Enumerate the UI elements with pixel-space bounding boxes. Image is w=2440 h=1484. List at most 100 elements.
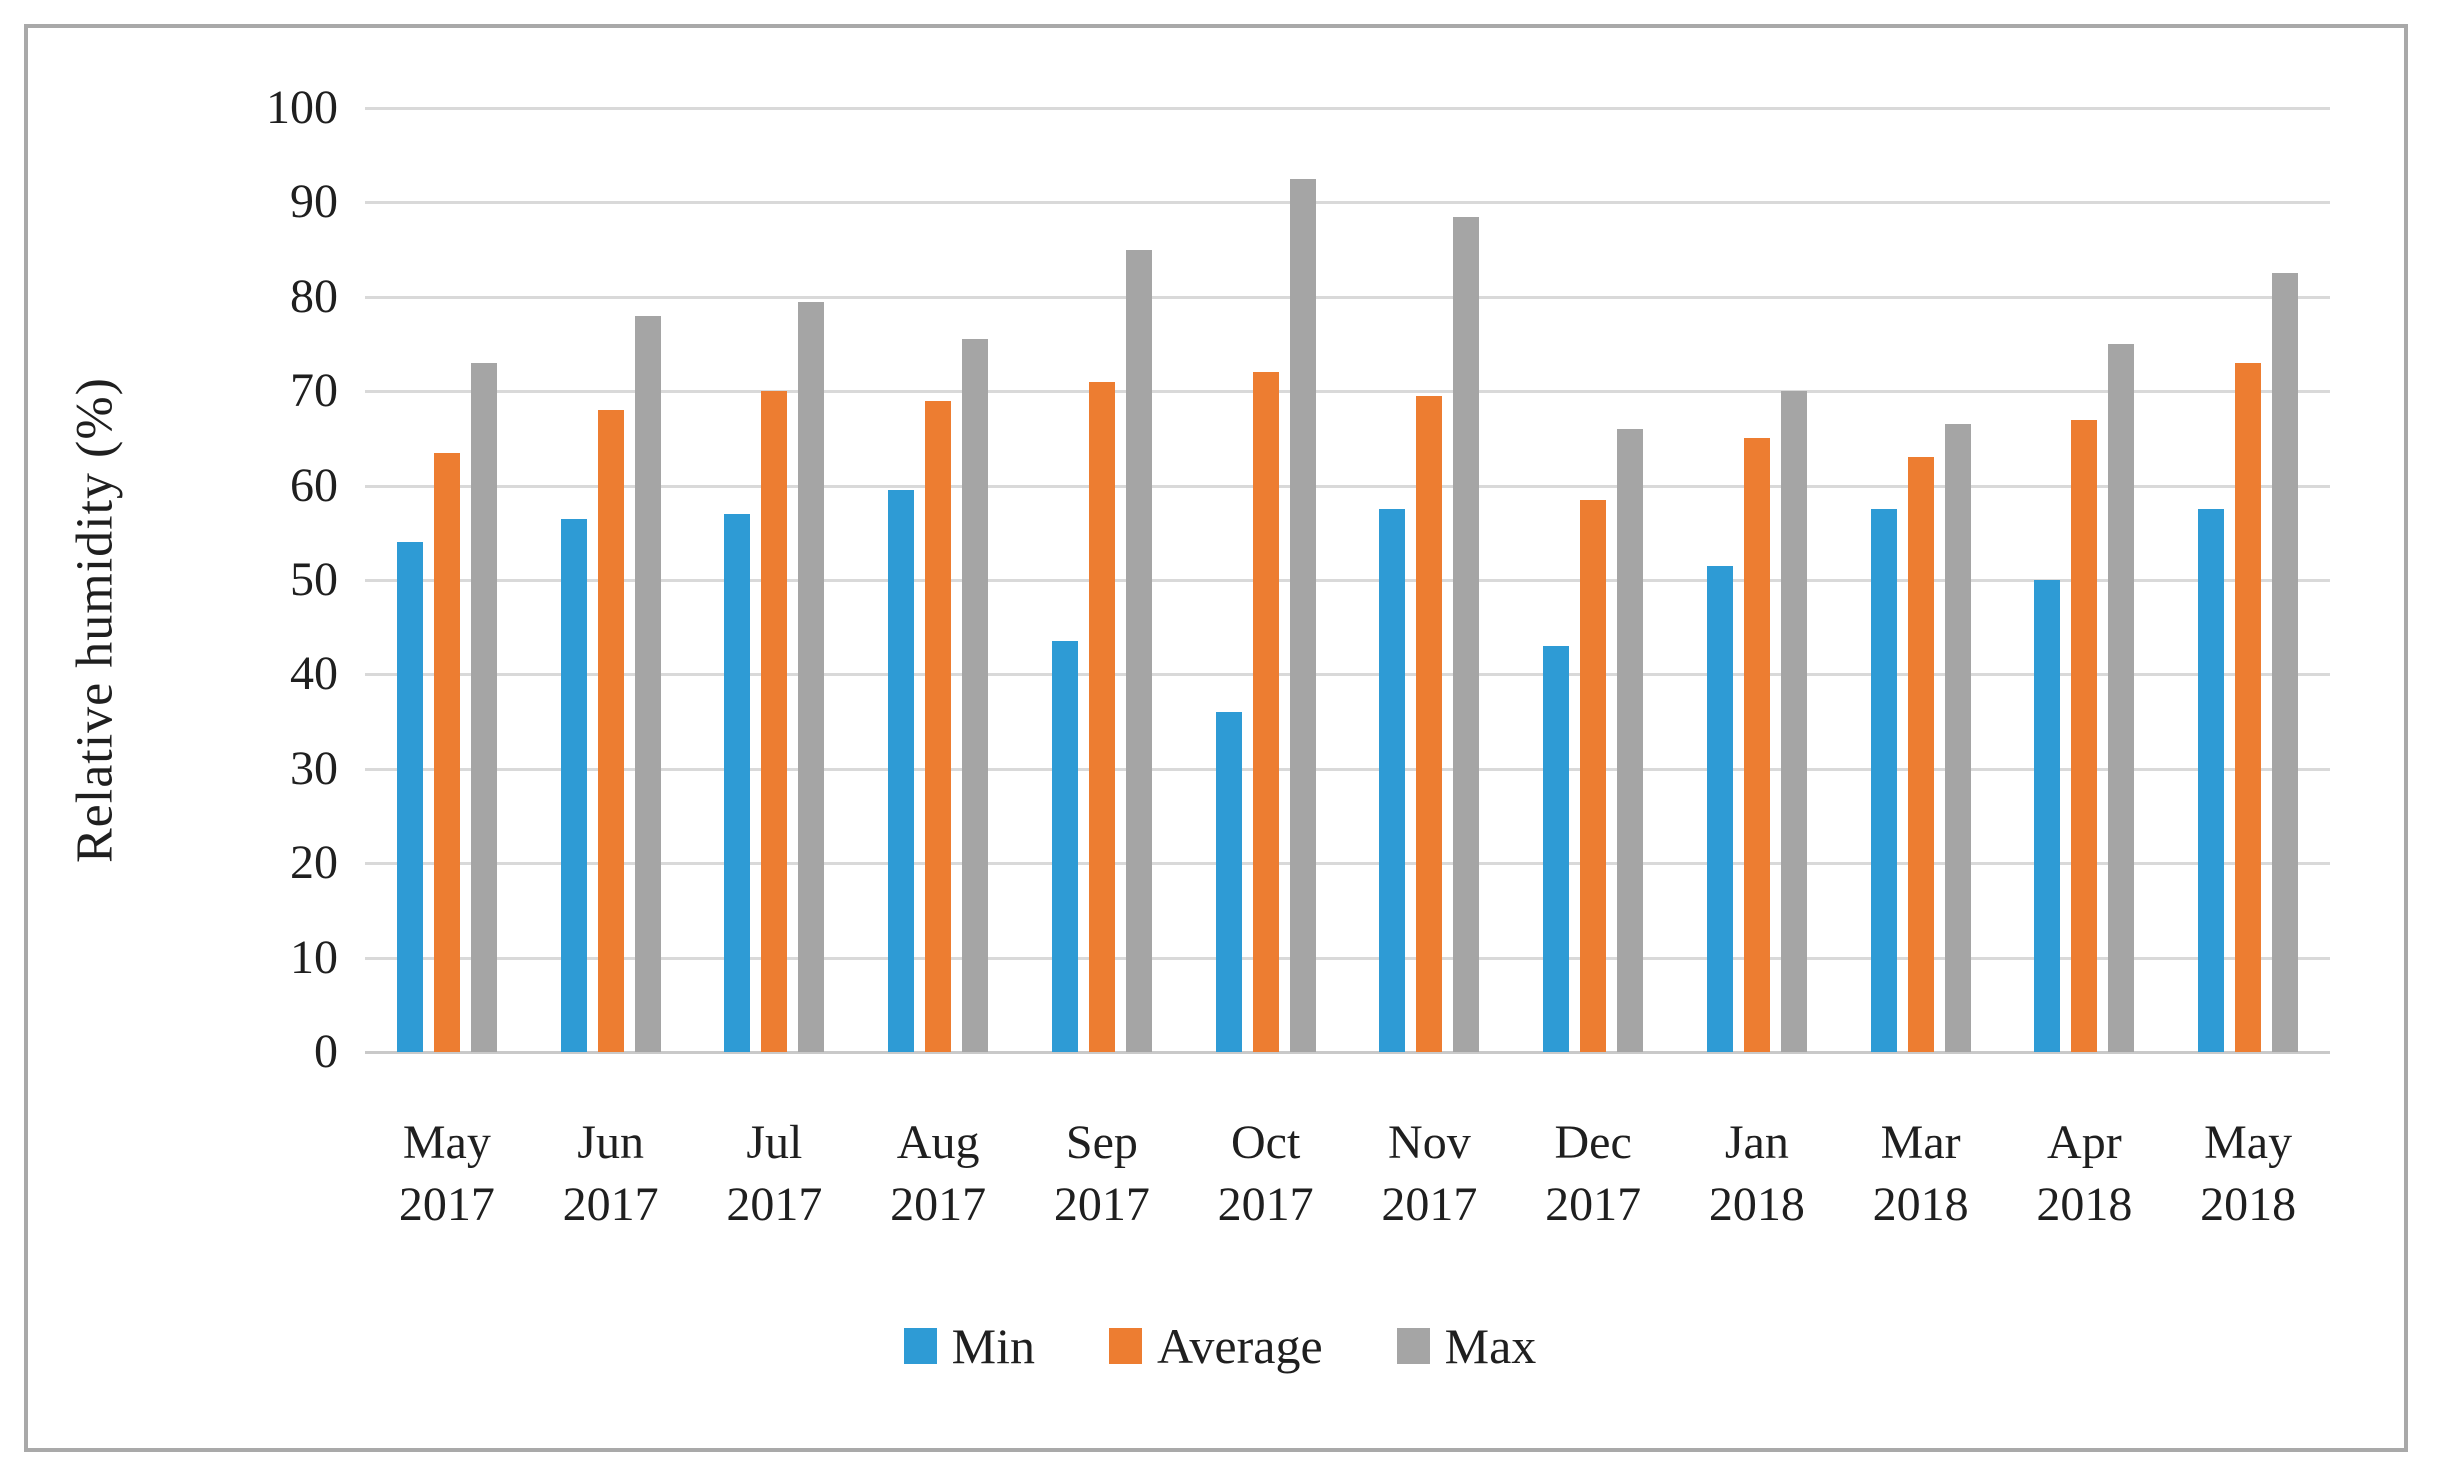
y-tick-label-90: 90 — [290, 175, 338, 229]
x-category-label-jul-2017: Jul 2017 — [693, 1112, 857, 1236]
x-category-label-oct-2017: Oct 2017 — [1184, 1112, 1348, 1236]
bar-average-sep-2017 — [1088, 381, 1115, 1052]
y-tick-label-80: 80 — [290, 269, 338, 323]
x-category-label-apr-2018: Apr 2018 — [2003, 1112, 2167, 1236]
y-tick-label-20: 20 — [290, 836, 338, 890]
x-category-label-jan-2018: Jan 2018 — [1675, 1112, 1839, 1236]
bar-min-may-2018 — [2198, 509, 2225, 1052]
x-category-month: Nov — [1388, 1116, 1471, 1169]
x-category-month: Mar — [1880, 1116, 1961, 1169]
bar-average-may-2018 — [2235, 362, 2262, 1052]
x-category-month: May — [402, 1116, 491, 1169]
gridline-50 — [365, 579, 2330, 582]
bar-average-apr-2018 — [2071, 419, 2098, 1052]
bar-group-apr-2018 — [2003, 108, 2167, 1052]
x-category-label-mar-2018: Mar 2018 — [1839, 1112, 2003, 1236]
gridline-20 — [365, 862, 2330, 866]
bar-average-may-2017 — [433, 452, 460, 1052]
x-category-label-may-2018: May 2018 — [2166, 1112, 2330, 1236]
bar-average-nov-2017 — [1416, 395, 1443, 1052]
bar-min-oct-2017 — [1215, 712, 1242, 1052]
x-category-label-nov-2017: Nov 2017 — [1348, 1112, 1512, 1236]
x-category-year: 2018 — [2200, 1178, 2297, 1231]
y-tick-label-50: 50 — [290, 553, 338, 606]
bar-min-dec-2017 — [1543, 646, 1570, 1052]
bar-min-may-2017 — [396, 542, 423, 1052]
bar-max-aug-2017 — [962, 339, 989, 1052]
bar-min-apr-2018 — [2034, 580, 2061, 1052]
x-category-month: Jun — [577, 1116, 644, 1169]
x-axis-labels: May 2017 Jun 2017 Jul 2017 Aug 2017 Sep 2017 Oct 20… — [365, 1112, 2330, 1252]
bar-group-sep-2017 — [1020, 108, 1184, 1052]
bar-min-jun-2017 — [560, 518, 587, 1052]
bar-max-nov-2017 — [1453, 216, 1480, 1052]
plot-area — [365, 107, 2330, 1054]
bar-max-oct-2017 — [1289, 178, 1316, 1052]
x-category-month: Sep — [1065, 1116, 1138, 1169]
gridline-60 — [365, 484, 2330, 488]
bar-max-jul-2017 — [798, 301, 825, 1052]
x-category-year: 2017 — [1381, 1178, 1478, 1231]
bar-max-may-2018 — [2272, 273, 2299, 1052]
x-category-month: Apr — [2047, 1116, 2122, 1169]
bar-max-apr-2018 — [2108, 344, 2135, 1052]
y-tick-label-60: 60 — [290, 458, 338, 512]
x-category-year: 2017 — [1217, 1178, 1314, 1231]
y-tick-label-10: 10 — [290, 930, 338, 984]
bar-max-mar-2018 — [1944, 424, 1971, 1052]
x-category-year: 2017 — [890, 1178, 987, 1231]
legend-label-max: Max — [1444, 1318, 1537, 1374]
bar-group-jul-2017 — [693, 108, 857, 1052]
x-category-year: 2017 — [562, 1178, 659, 1231]
legend: Min Average Max — [0, 1320, 2440, 1372]
bar-group-aug-2017 — [856, 108, 1020, 1052]
gridline-90 — [365, 201, 2330, 205]
bar-group-jun-2017 — [529, 108, 693, 1052]
x-category-year: 2018 — [1872, 1178, 1969, 1231]
gridline-80 — [365, 295, 2330, 299]
gridline-100 — [365, 107, 2330, 110]
legend-swatch-average — [1109, 1328, 1143, 1364]
y-axis-tick-labels: 0 10 20 30 40 50 60 70 80 90 100 — [120, 81, 338, 1078]
y-tick-label-100: 100 — [266, 81, 338, 134]
bar-average-jul-2017 — [761, 391, 788, 1052]
x-category-year: 2017 — [1053, 1178, 1150, 1231]
gridline-40 — [365, 673, 2330, 677]
bar-max-may-2017 — [470, 362, 497, 1052]
gridline-30 — [365, 767, 2330, 771]
bar-group-may-2017 — [365, 108, 529, 1052]
bar-max-jun-2017 — [634, 315, 661, 1052]
y-tick-label-30: 30 — [290, 741, 338, 795]
gridline-70 — [365, 390, 2330, 394]
bar-average-jun-2017 — [597, 410, 624, 1052]
bar-min-aug-2017 — [888, 490, 915, 1052]
x-category-year: 2018 — [1708, 1178, 1805, 1231]
x-category-label-may-2017: May 2017 — [365, 1112, 529, 1236]
legend-label-average: Average — [1157, 1318, 1323, 1374]
x-category-month: Jul — [746, 1116, 803, 1169]
y-tick-label-70: 70 — [290, 364, 338, 418]
bar-min-nov-2017 — [1379, 509, 1406, 1052]
bar-min-jul-2017 — [724, 513, 751, 1052]
bar-min-mar-2018 — [1870, 509, 1897, 1052]
legend-label-min: Min — [951, 1318, 1036, 1374]
bar-group-oct-2017 — [1184, 108, 1348, 1052]
bar-min-sep-2017 — [1051, 641, 1078, 1052]
bar-group-nov-2017 — [1348, 108, 1512, 1052]
x-category-month: Oct — [1230, 1116, 1301, 1169]
bar-max-jan-2018 — [1780, 391, 1807, 1052]
x-category-month: Jan — [1724, 1116, 1789, 1169]
x-category-year: 2017 — [398, 1178, 495, 1231]
legend-swatch-max — [1396, 1328, 1430, 1364]
x-category-month: Dec — [1554, 1116, 1632, 1169]
bar-max-sep-2017 — [1125, 249, 1152, 1052]
bar-group-mar-2018 — [1839, 108, 2003, 1052]
x-category-year: 2017 — [1545, 1178, 1642, 1231]
bar-average-jan-2018 — [1743, 438, 1770, 1052]
x-category-label-jun-2017: Jun 2017 — [529, 1112, 693, 1236]
bar-average-aug-2017 — [925, 400, 952, 1052]
x-category-label-aug-2017: Aug 2017 — [856, 1112, 1020, 1236]
y-tick-label-0: 0 — [314, 1025, 338, 1078]
bar-group-jan-2018 — [1675, 108, 1839, 1052]
legend-swatch-min — [903, 1328, 937, 1364]
